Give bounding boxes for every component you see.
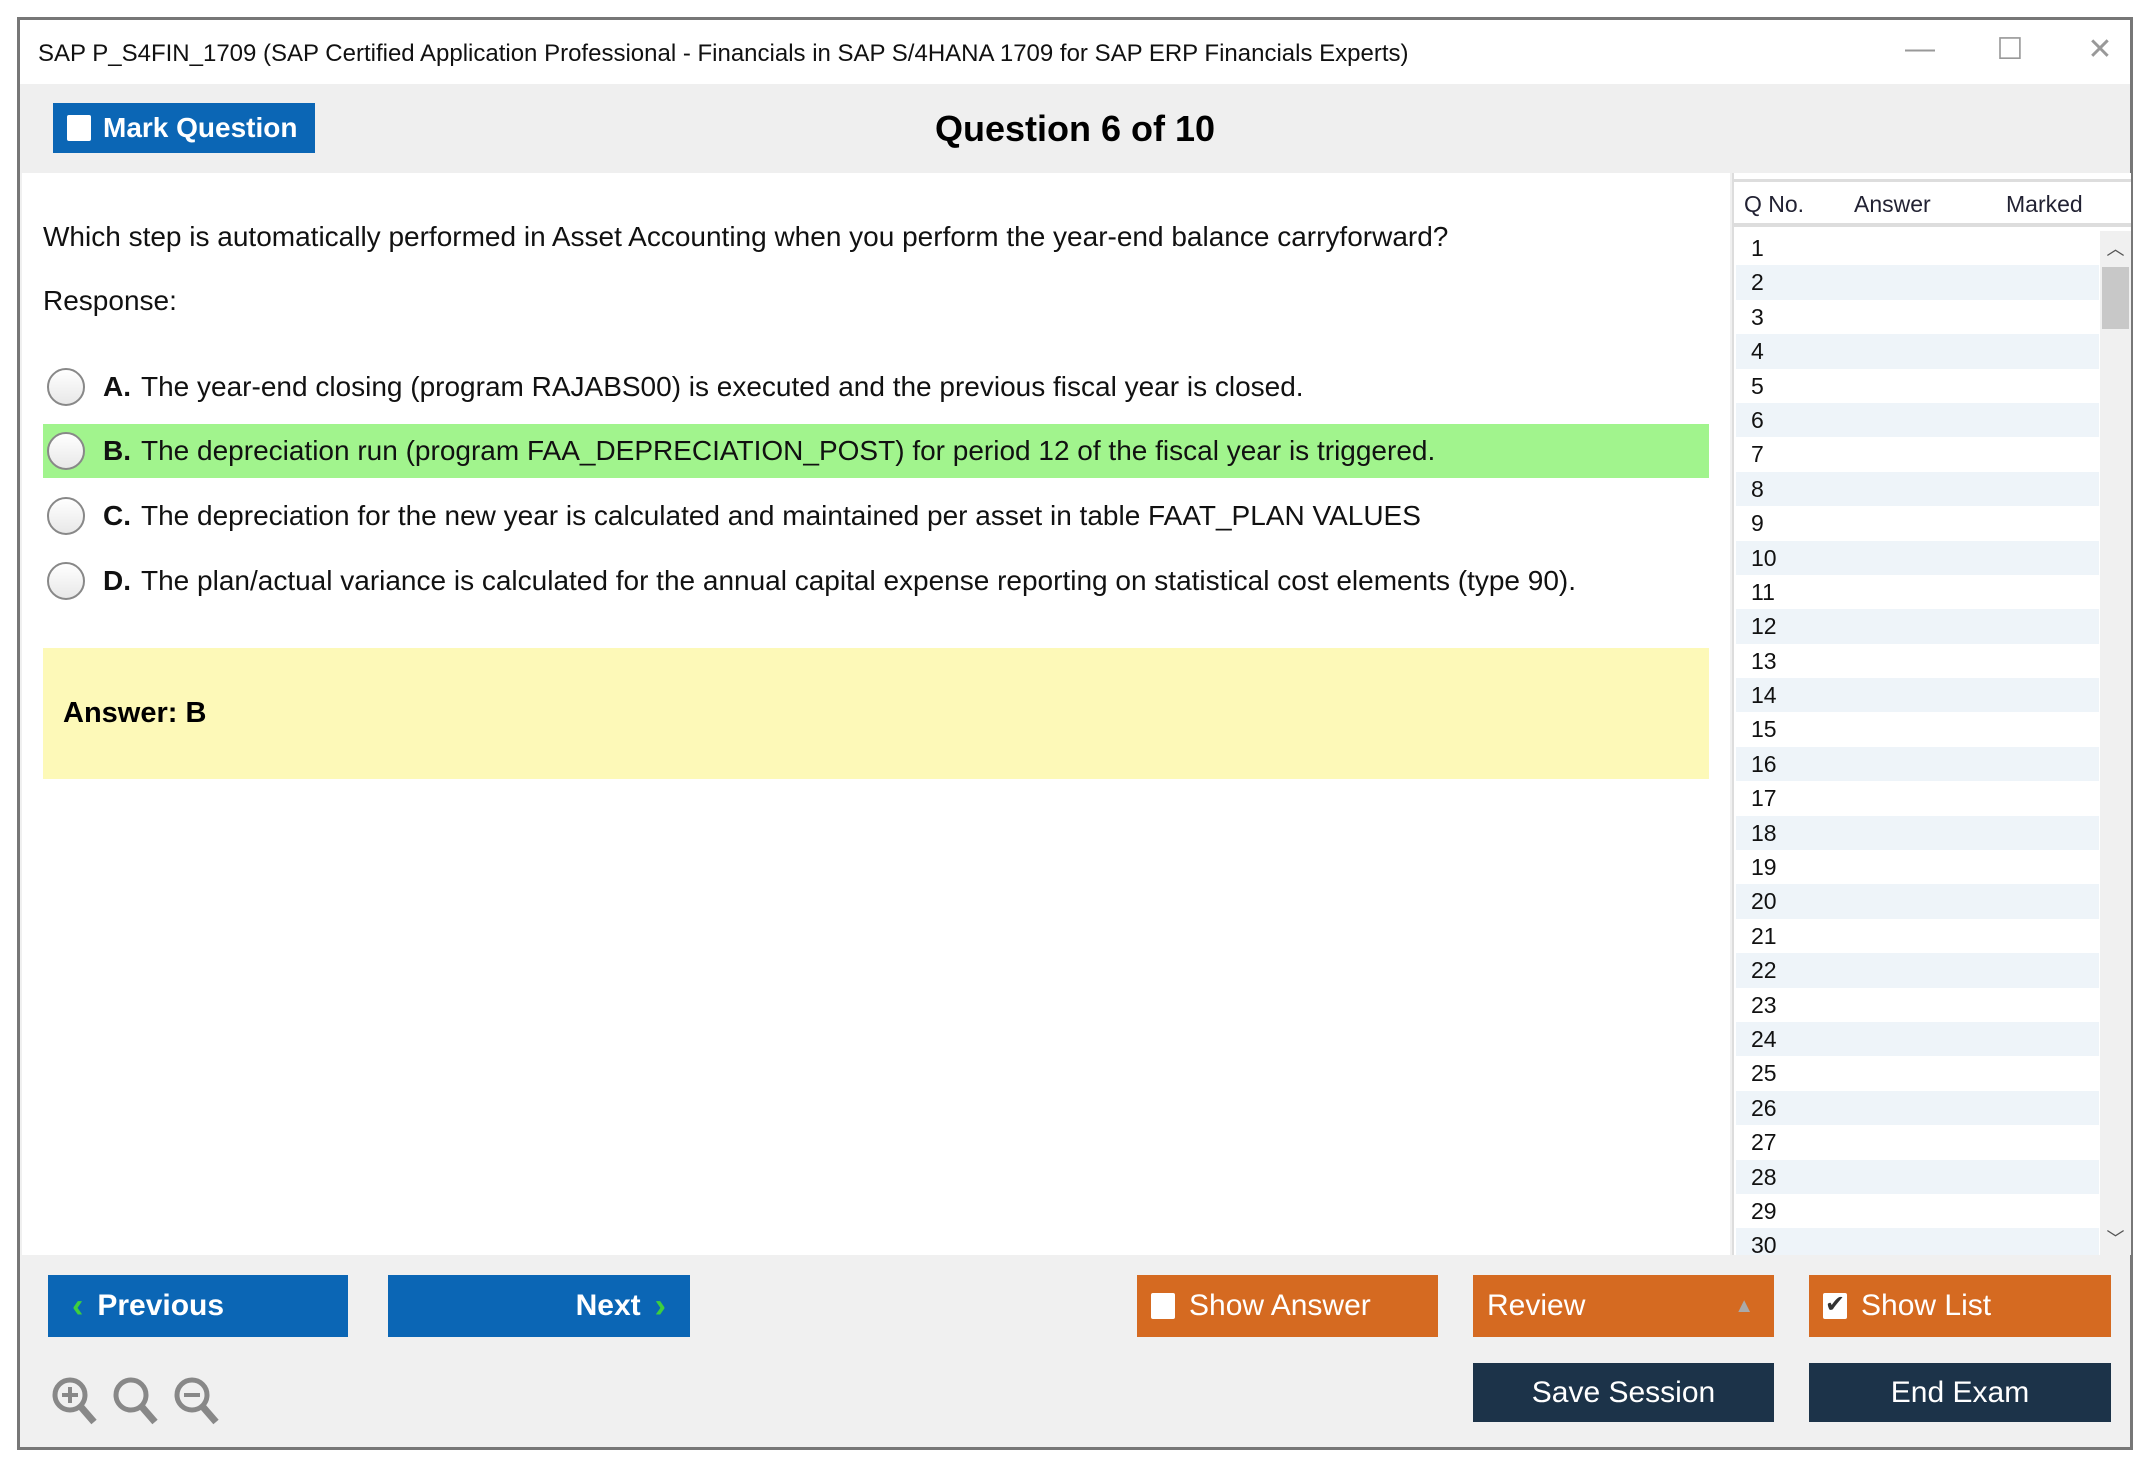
minimize-button[interactable]: — <box>1905 32 1935 65</box>
scrollbar[interactable]: ︿ ﹀ <box>2100 231 2131 1255</box>
list-row[interactable]: 16 <box>1736 746 2099 782</box>
list-row[interactable]: 2 <box>1736 265 2099 300</box>
close-button[interactable]: ✕ <box>2087 33 2113 66</box>
show-answer-button[interactable]: Show Answer <box>1137 1275 1438 1337</box>
show-list-button[interactable]: Show List <box>1809 1275 2111 1337</box>
checkbox-icon <box>1151 1293 1175 1319</box>
show-answer-label: Show Answer <box>1189 1289 1371 1322</box>
list-row[interactable]: 12 <box>1736 609 2099 644</box>
question-text: Which step is automatically performed in… <box>43 221 1449 252</box>
question-list: 1 2 3 4 5 6 7 8 9 10 11 12 13 14 15 16 17 18 19 20 21 22 23 24 2… <box>1736 231 2099 1255</box>
review-label: Review <box>1487 1289 1586 1322</box>
col-answer[interactable]: Answer <box>1854 191 1931 217</box>
list-header: Q No. Answer Marked <box>1734 179 2131 227</box>
option-letter: D. <box>103 565 131 596</box>
option-letter: B. <box>103 435 131 466</box>
list-row[interactable]: 10 <box>1736 540 2099 575</box>
window-title: SAP P_S4FIN_1709 (SAP Certified Applicat… <box>38 40 1409 67</box>
question-header: Mark Question Question 6 of 10 <box>20 84 2130 173</box>
option-text: The plan/actual variance is calculated f… <box>141 565 1577 596</box>
option-letter: A. <box>103 371 131 402</box>
mark-question-button[interactable]: Mark Question <box>53 103 315 153</box>
option-text: The depreciation run (program FAA_DEPREC… <box>141 435 1436 466</box>
option-b[interactable]: B. The depreciation run (program FAA_DEPR… <box>43 424 1709 478</box>
list-row[interactable]: 26 <box>1736 1090 2099 1126</box>
list-row[interactable]: 24 <box>1736 1021 2099 1057</box>
list-row[interactable]: 21 <box>1751 922 1777 949</box>
question-counter: Question 6 of 10 <box>934 108 1216 149</box>
end-exam-button[interactable]: End Exam <box>1809 1363 2111 1422</box>
option-d[interactable]: D. The plan/actual variance is calculated… <box>43 554 1709 608</box>
next-label: Next <box>575 1289 641 1322</box>
list-row[interactable]: 9 <box>1751 510 1764 537</box>
zoom-out-icon[interactable] <box>172 1375 220 1427</box>
previous-label: Previous <box>97 1289 225 1322</box>
maximize-button[interactable]: ☐ <box>1996 33 2024 66</box>
col-marked[interactable]: Marked <box>2006 191 2083 217</box>
app-window: SAP P_S4FIN_1709 (SAP Certified Applicat… <box>17 17 2133 1450</box>
list-row[interactable]: 25 <box>1751 1060 1777 1087</box>
review-button[interactable]: Review ▲ <box>1473 1275 1774 1337</box>
list-row[interactable]: 6 <box>1736 402 2099 438</box>
scrollbar-thumb[interactable] <box>2102 267 2129 329</box>
list-row[interactable]: 29 <box>1751 1197 1777 1224</box>
checkbox-checked-icon <box>1823 1290 1847 1319</box>
chevron-right-icon: › <box>654 1286 666 1325</box>
list-row[interactable]: 4 <box>1736 334 2099 369</box>
question-area: Which step is automatically performed in… <box>22 173 1730 1255</box>
list-row[interactable]: 17 <box>1751 785 1777 812</box>
scroll-up-icon[interactable]: ︿ <box>2106 239 2125 259</box>
list-row[interactable]: 22 <box>1736 953 2099 988</box>
previous-button[interactable]: ‹ Previous <box>48 1275 348 1337</box>
answer-box: Answer: B <box>43 648 1709 779</box>
list-row[interactable]: 1 <box>1751 235 1764 261</box>
list-row[interactable]: 11 <box>1751 578 1775 605</box>
radio-button[interactable] <box>47 562 85 600</box>
radio-button[interactable] <box>47 368 85 406</box>
response-label: Response: <box>43 285 177 316</box>
chevron-left-icon: ‹ <box>72 1286 84 1325</box>
zoom-in-icon[interactable] <box>50 1375 98 1427</box>
show-list-label: Show List <box>1861 1289 1992 1322</box>
caret-up-icon: ▲ <box>1734 1294 1754 1317</box>
radio-button[interactable] <box>47 497 85 535</box>
list-row[interactable]: 19 <box>1751 854 1777 881</box>
list-row[interactable]: 27 <box>1751 1129 1777 1156</box>
option-c[interactable]: C. The depreciation for the new year is c… <box>43 489 1709 543</box>
next-button[interactable]: Next › <box>388 1275 690 1337</box>
list-row[interactable]: 5 <box>1751 372 1764 399</box>
list-row[interactable]: 23 <box>1751 991 1777 1018</box>
list-row[interactable]: 15 <box>1751 716 1777 743</box>
list-row[interactable]: 28 <box>1736 1159 2099 1194</box>
list-row[interactable]: 14 <box>1736 678 2099 713</box>
mark-question-label: Mark Question <box>103 112 298 143</box>
option-text: The depreciation for the new year is cal… <box>141 500 1421 531</box>
col-qno[interactable]: Q No. <box>1744 191 1805 217</box>
list-row[interactable]: 13 <box>1751 647 1777 674</box>
list-row[interactable]: 8 <box>1736 471 2099 507</box>
list-row[interactable]: 30 <box>1736 1228 2099 1255</box>
checkbox-icon <box>67 115 91 141</box>
list-row[interactable]: 18 <box>1736 815 2099 851</box>
save-session-button[interactable]: Save Session <box>1473 1363 1774 1422</box>
option-a[interactable]: A. The year-end closing (program RAJABS00… <box>43 360 1709 414</box>
list-row[interactable]: 20 <box>1736 884 2099 919</box>
radio-button[interactable] <box>47 432 85 470</box>
scroll-down-icon[interactable]: ﹀ <box>2106 1229 2125 1249</box>
list-row[interactable]: 3 <box>1751 303 1764 330</box>
list-row[interactable]: 7 <box>1751 441 1764 468</box>
title-bar: SAP P_S4FIN_1709 (SAP Certified Applicat… <box>20 20 2130 84</box>
zoom-reset-icon[interactable] <box>111 1375 159 1427</box>
question-list-panel: Q No. Answer Marked 1 2 3 4 5 6 7 8 9 10 11 12 13 14 1… <box>1732 173 2131 1255</box>
option-text: The year-end closing (program RAJABS00) … <box>141 371 1304 402</box>
option-letter: C. <box>103 500 131 531</box>
